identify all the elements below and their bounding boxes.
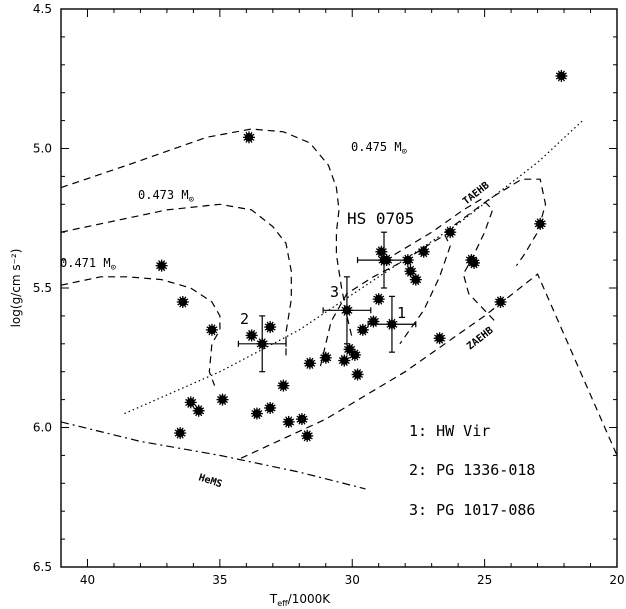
- label-zaehb: ZAEHB: [465, 325, 495, 352]
- data-point: [351, 368, 364, 381]
- data-point: [417, 245, 430, 258]
- data-point: [468, 256, 481, 269]
- data-point: [256, 337, 269, 350]
- curve-0473: [60, 203, 292, 358]
- y-tick-label: 5.0: [33, 142, 52, 156]
- curve-0475: [60, 128, 353, 339]
- curve-TAEHB: [124, 120, 584, 415]
- data-point: [534, 217, 547, 230]
- data-point: [174, 427, 187, 440]
- label-3: 3: [330, 283, 339, 301]
- data-points: [155, 69, 568, 442]
- curve-loop-mid: [319, 234, 451, 367]
- data-point: [176, 295, 189, 308]
- error-point: [322, 276, 372, 345]
- label-m475: 0.475 M⊙: [351, 140, 407, 157]
- data-point: [303, 357, 316, 370]
- data-point: [348, 348, 361, 361]
- data-point: [192, 404, 205, 417]
- error-point: [356, 231, 412, 289]
- data-point: [372, 293, 385, 306]
- x-tick-label: 30: [345, 573, 360, 587]
- label-2: 2: [240, 310, 249, 328]
- data-point: [155, 259, 168, 272]
- data-point: [216, 393, 229, 406]
- data-point: [367, 315, 380, 328]
- label-hems: HeMS: [197, 472, 223, 490]
- data-point: [356, 323, 369, 336]
- curve-loop-right: [394, 197, 496, 322]
- curves: [60, 120, 618, 490]
- data-point: [338, 354, 351, 367]
- data-point: [444, 226, 457, 239]
- data-point: [385, 318, 398, 331]
- label-1: 1: [397, 304, 406, 322]
- data-point: [433, 332, 446, 345]
- data-point: [409, 273, 422, 286]
- data-point: [250, 407, 263, 420]
- x-axis-label-sub: eff: [277, 599, 288, 608]
- data-point: [264, 321, 277, 334]
- x-axis-label-main: T: [269, 592, 278, 606]
- y-tick-label: 4.5: [33, 2, 52, 16]
- data-point: [277, 379, 290, 392]
- data-point: [295, 413, 308, 426]
- data-point: [282, 415, 295, 428]
- data-point: [184, 396, 197, 409]
- ticks: 40 35 30 25 20 4.5 5.0 5.5 6.0 6.5: [33, 2, 625, 587]
- curve-0471: [60, 276, 221, 386]
- data-point: [242, 131, 255, 144]
- error-points: [237, 231, 417, 373]
- data-point: [494, 295, 507, 308]
- x-axis-label: Teff/1000K: [269, 592, 331, 608]
- label-m471: 0.471 M⊙: [60, 256, 116, 273]
- legend-item-3: 3: PG 1017-086: [409, 501, 535, 519]
- data-point: [555, 69, 568, 82]
- curve-HeMS: [60, 421, 366, 490]
- data-point: [245, 329, 258, 342]
- curve-loop-far: [444, 178, 547, 267]
- data-point: [378, 254, 391, 267]
- x-tick-label: 40: [80, 573, 95, 587]
- data-point: [205, 323, 218, 336]
- data-point: [301, 429, 314, 442]
- y-tick-label: 6.0: [33, 421, 52, 435]
- data-point: [264, 401, 277, 414]
- error-point: [367, 295, 417, 353]
- x-axis-label-rest: /1000K: [288, 592, 332, 606]
- data-point: [340, 304, 353, 317]
- y-tick-label: 6.5: [33, 560, 52, 574]
- x-tick-label: 35: [212, 573, 227, 587]
- data-point: [404, 265, 417, 278]
- legend-item-1: 1: HW Vir: [409, 422, 490, 440]
- y-axis-label: log(g/cm s⁻²): [9, 249, 23, 328]
- y-tick-label: 5.5: [33, 281, 52, 295]
- x-tick-label: 25: [477, 573, 492, 587]
- data-point: [319, 351, 332, 364]
- x-tick-label: 20: [609, 573, 624, 587]
- legend-item-2: 2: PG 1336-018: [409, 461, 535, 479]
- label-m473: 0.473 M⊙: [138, 188, 194, 205]
- label-hs0705: HS 0705: [347, 209, 414, 228]
- error-point: [237, 315, 287, 373]
- curve-ZAEHB: [240, 273, 618, 459]
